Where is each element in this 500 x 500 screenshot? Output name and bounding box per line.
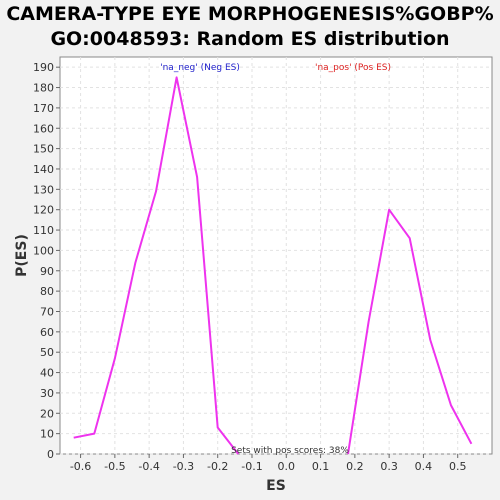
y-tick-label: 150 [33,143,54,156]
chart-title-line2: GO:0048593: Random ES distribution [50,28,450,50]
y-tick-label: 100 [33,244,54,257]
x-tick-label: 0.0 [278,460,296,473]
chart-title-line1: CAMERA-TYPE EYE MORPHOGENESIS%GOBP% [6,3,494,25]
x-axis-label: ES [266,478,286,494]
legend-entry-pos: 'na_pos' (Pos ES) [315,63,391,73]
x-tick-label: -0.1 [241,460,262,473]
y-tick-label: 140 [33,163,54,176]
y-tick-label: 180 [33,82,54,95]
plot-area [59,56,493,455]
y-tick-label: 40 [40,367,54,380]
legend-entry-neg: 'na_neg' (Neg ES) [160,63,240,73]
y-tick-label: 190 [33,61,54,74]
x-tick-label: -0.3 [173,460,194,473]
y-axis-label: P(ES) [14,234,30,277]
y-tick-label: 50 [40,346,54,359]
y-tick-label: 70 [40,305,54,318]
pos-scores-annotation: Sets with pos scores: 38% [231,446,349,456]
y-tick-label: 110 [33,224,54,237]
y-tick-label: 0 [47,448,54,461]
x-tick-label: -0.5 [104,460,125,473]
y-tick-label: 170 [33,102,54,115]
x-tick-label: -0.6 [70,460,91,473]
x-tick-label: -0.4 [138,460,159,473]
x-tick-label: 0.3 [380,460,398,473]
y-tick-label: 120 [33,204,54,217]
series-lines [73,76,473,455]
x-tick-label: 0.1 [312,460,330,473]
y-tick-label: 60 [40,326,54,339]
grid [60,57,492,455]
axes: 0 10 20 30 40 50 60 70 80 90 100 110 120 130 140 150 160… [33,61,466,473]
chart-title: CAMERA-TYPE EYE MORPHOGENESIS%GOBP% GO:0… [0,2,500,52]
y-tick-label: 30 [40,387,54,400]
series-line-2 [347,208,473,455]
x-tick-label: 0.4 [415,460,433,473]
y-tick-label: 80 [40,285,54,298]
x-tick-label: 0.2 [346,460,364,473]
series-line-1 [73,76,240,455]
y-tick-label: 130 [33,183,54,196]
x-tick-label: -0.2 [207,460,228,473]
y-tick-label: 10 [40,428,54,441]
y-tick-label: 20 [40,407,54,420]
y-tick-label: 90 [40,265,54,278]
x-tick-label: 0.5 [449,460,467,473]
legend: 'na_neg' (Neg ES) 'na_pos' (Pos ES) [160,63,391,73]
y-tick-label: 160 [33,122,54,135]
